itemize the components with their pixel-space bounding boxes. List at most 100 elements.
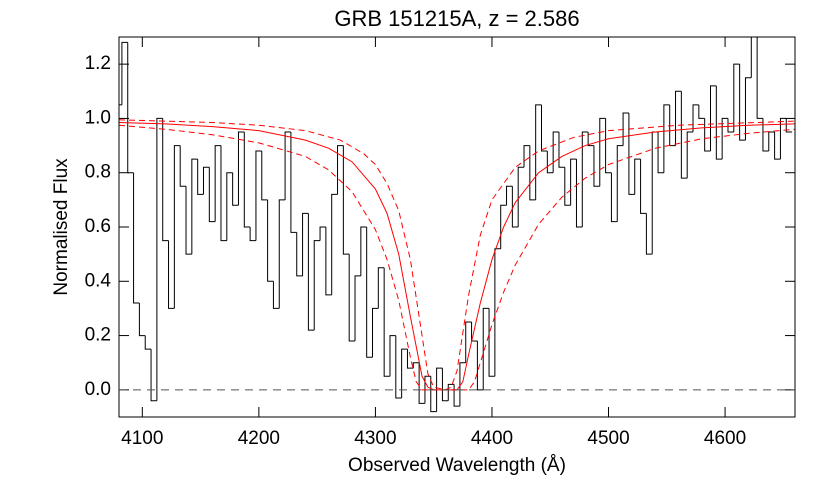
- spectrum-step: [441, 368, 449, 402]
- spectrum-step: [640, 159, 647, 214]
- spectrum-step: [628, 113, 635, 195]
- spectrum-step: [267, 199, 274, 282]
- x-tick-label: 4400: [471, 428, 513, 449]
- spectrum-step: [541, 104, 548, 152]
- spectrum-step: [575, 159, 583, 228]
- spectrum-step: [675, 90, 682, 146]
- y-axis-label: Normalised Flux: [51, 158, 72, 296]
- model-bound-line: [119, 124, 795, 391]
- plot-area: [119, 37, 795, 413]
- spectrum-step: [319, 226, 326, 241]
- spectrum-step: [453, 384, 460, 407]
- spectrum-step: [243, 132, 251, 228]
- spectrum-step: [377, 267, 385, 309]
- spectrum-step: [121, 41, 128, 105]
- spectrum-step: [127, 42, 134, 174]
- spectrum-step: [360, 226, 367, 276]
- y-tick-label: 0.6: [85, 216, 111, 237]
- spectrum-step: [739, 64, 746, 141]
- spectrum-step: [290, 132, 297, 233]
- spectrum-step: [616, 145, 624, 222]
- spectrum-step: [651, 131, 659, 255]
- spectrum-step: [220, 145, 227, 242]
- spectrum-step: [593, 145, 600, 187]
- spectrum-step: [156, 117, 163, 401]
- model-line: [119, 122, 795, 391]
- model-bound-line: [119, 119, 795, 391]
- y-tick-label: 1.2: [85, 53, 111, 74]
- spectrum-step: [599, 117, 606, 187]
- spectrum-step: [395, 335, 402, 399]
- spectrum-step: [750, 37, 758, 78]
- spectrum-step: [756, 37, 763, 119]
- spectrum-step: [412, 362, 420, 369]
- spectrum-step: [511, 186, 519, 228]
- spectrum-step: [284, 131, 291, 200]
- x-tick-label: 4500: [587, 428, 629, 449]
- spectrum-step: [138, 303, 146, 337]
- spectrum-step: [389, 335, 396, 377]
- x-tick-label: 4200: [238, 428, 280, 449]
- spectrum-step: [546, 151, 554, 174]
- spectrum-step: [144, 335, 152, 350]
- spectrum-step: [564, 167, 571, 206]
- spectrum-step: [150, 349, 157, 402]
- spectrum-step: [692, 104, 699, 132]
- spectrum-step: [634, 158, 641, 195]
- spectrum-step: [727, 118, 734, 133]
- x-tick-label: 4600: [704, 428, 746, 449]
- spectrum-step: [494, 248, 501, 377]
- spectrum-step: [372, 307, 379, 358]
- spectrum-step: [203, 166, 210, 195]
- spectrum-step: [162, 118, 169, 242]
- spectrum-step: [645, 213, 653, 255]
- spectrum-step: [459, 362, 466, 407]
- spectrum-step: [779, 117, 787, 160]
- spectrum-step: [663, 104, 670, 173]
- spectrum-step: [605, 118, 612, 174]
- spectrum-step: [168, 240, 175, 309]
- spectrum-step: [313, 240, 321, 331]
- spectrum-step: [535, 104, 542, 200]
- spectrum-step: [249, 227, 256, 242]
- spectrum-step: [255, 150, 262, 241]
- spectrum-step: [406, 349, 414, 369]
- spectrum-step: [191, 158, 198, 255]
- plot-frame: [118, 36, 796, 418]
- spectrum-step: [517, 166, 525, 227]
- spectrum-step: [447, 383, 455, 401]
- spectrum-step: [686, 131, 694, 179]
- spectrum-step: [733, 63, 740, 132]
- y-tick-label: 0.8: [85, 162, 111, 183]
- spectrum-step: [581, 131, 589, 227]
- spectrum-step: [214, 145, 221, 222]
- x-tick-label: 4300: [354, 428, 396, 449]
- spectrum-step: [704, 118, 711, 152]
- chart-title: GRB 151215A, z = 2.586: [334, 6, 579, 31]
- spectrum-step: [133, 172, 140, 304]
- spectrum-step: [768, 131, 775, 151]
- spectrum-step: [710, 85, 717, 151]
- spectrum-step: [476, 341, 484, 391]
- spectrum-step: [558, 132, 565, 168]
- spectrum-step: [488, 308, 495, 377]
- spectrum-step: [774, 132, 781, 160]
- spectrum-step: [366, 227, 373, 358]
- spectrum-step: [570, 158, 577, 206]
- spectrum-step: [331, 193, 338, 295]
- spectrum-step: [173, 145, 181, 309]
- spectrum-step: [179, 145, 187, 187]
- spectrum-step: [418, 362, 425, 404]
- spectrum-step: [587, 132, 594, 147]
- spectrum-step: [232, 172, 239, 206]
- spectrum-step: [436, 367, 443, 412]
- spectrum-step: [610, 172, 618, 223]
- x-tick-label: 4100: [121, 428, 163, 449]
- spectrum-step: [348, 254, 356, 342]
- spectrum-step: [552, 131, 559, 173]
- spectrum-step: [261, 151, 268, 201]
- spectrum-step: [744, 77, 752, 141]
- spectrum-step: [424, 375, 431, 404]
- spectrum-step: [698, 104, 705, 119]
- spectrum-step: [337, 145, 344, 195]
